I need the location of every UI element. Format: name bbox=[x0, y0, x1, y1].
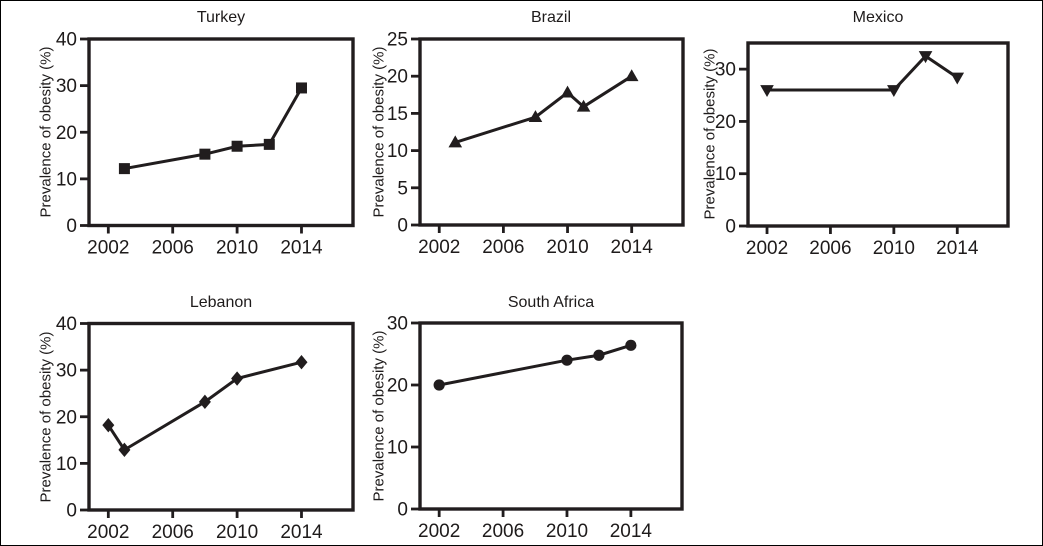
data-point bbox=[760, 85, 774, 98]
x-tick-label: 2014 bbox=[280, 522, 323, 543]
x-tick-label: 2006 bbox=[152, 238, 194, 259]
y-tick-label: 5 bbox=[397, 178, 408, 199]
y-tick-label: 20 bbox=[56, 407, 77, 428]
data-point bbox=[102, 417, 115, 433]
data-line bbox=[124, 87, 303, 171]
y-tick-label: 10 bbox=[387, 438, 408, 459]
x-tick-label: 2010 bbox=[546, 521, 588, 542]
data-point bbox=[528, 110, 543, 123]
y-tick-label: 20 bbox=[387, 376, 408, 397]
x-tick-label: 2010 bbox=[546, 237, 588, 258]
chart-title-south-africa: South Africa bbox=[507, 294, 595, 311]
data-point bbox=[263, 138, 275, 150]
y-tick-label: 0 bbox=[66, 216, 77, 237]
y-tick-label: 20 bbox=[715, 112, 736, 133]
data-point bbox=[295, 354, 308, 370]
y-tick-label: 0 bbox=[66, 501, 77, 522]
x-tick-label: 2006 bbox=[809, 238, 851, 259]
data-point bbox=[118, 442, 131, 458]
plot-frame bbox=[418, 321, 684, 511]
x-tick-label: 2006 bbox=[152, 522, 194, 543]
chart-turkey: 0 10 20 30 40 2002 2006 2010 2014 bbox=[56, 30, 355, 259]
y-tick-label: 10 bbox=[56, 454, 77, 475]
x-tick-label: 2002 bbox=[418, 521, 460, 542]
data-point bbox=[576, 99, 591, 112]
x-tick-label: 2014 bbox=[936, 238, 979, 259]
y-axis-label-mexico: Prevalence of obesity (%) bbox=[701, 48, 719, 220]
data-point bbox=[918, 51, 933, 64]
x-tick-label: 2002 bbox=[418, 237, 460, 258]
chart-title-turkey: Turkey bbox=[196, 9, 246, 26]
plot-frame bbox=[87, 37, 355, 228]
data-point bbox=[231, 371, 244, 386]
y-tick-label: 30 bbox=[56, 361, 77, 382]
chart-title-lebanon: Lebanon bbox=[189, 294, 253, 311]
y-tick-label: 20 bbox=[387, 67, 408, 88]
data-point bbox=[118, 163, 130, 175]
y-tick-label: 10 bbox=[387, 141, 408, 162]
data-point bbox=[624, 69, 639, 82]
y-tick-label: 0 bbox=[397, 500, 408, 521]
x-tick-label: 2006 bbox=[482, 237, 524, 258]
x-tick-label: 2002 bbox=[87, 238, 129, 259]
x-tick-label: 2010 bbox=[216, 522, 258, 543]
chart-mexico: 0 10 20 30 2002 2006 2010 2014 bbox=[715, 41, 1010, 259]
chart-title-brazil: Brazil bbox=[530, 9, 572, 26]
x-tick-label: 2006 bbox=[482, 521, 524, 542]
y-tick-label: 30 bbox=[56, 76, 77, 97]
chart-lebanon: 0 10 20 30 40 2002 2006 2010 2014 bbox=[56, 314, 355, 543]
data-point bbox=[560, 85, 575, 98]
x-tick-label: 2002 bbox=[746, 238, 788, 259]
y-tick-label: 10 bbox=[715, 164, 736, 185]
chart-brazil: 0 5 10 15 20 25 2002 2006 2010 2014 bbox=[387, 30, 685, 258]
y-axis-label-south-africa: Prevalence of obesity (%) bbox=[370, 330, 388, 502]
y-axis-label-turkey: Prevalence of obesity (%) bbox=[37, 46, 55, 218]
x-tick-label: 2014 bbox=[611, 237, 654, 258]
data-point bbox=[593, 349, 605, 361]
data-point bbox=[231, 140, 243, 152]
data-point bbox=[950, 72, 965, 85]
y-tick-label: 25 bbox=[387, 30, 408, 51]
data-point bbox=[887, 85, 901, 98]
plot-frame bbox=[87, 321, 355, 512]
data-point bbox=[448, 135, 463, 148]
y-tick-label: 40 bbox=[56, 314, 77, 335]
y-tick-label: 40 bbox=[56, 30, 77, 51]
y-tick-label: 20 bbox=[56, 123, 77, 144]
plot-frame bbox=[746, 41, 1010, 228]
y-axis-label-brazil: Prevalence of obesity (%) bbox=[370, 46, 388, 218]
data-point bbox=[198, 394, 211, 410]
y-tick-label: 0 bbox=[397, 216, 408, 237]
chart-title-mexico: Mexico bbox=[852, 9, 904, 26]
data-point bbox=[199, 148, 211, 160]
data-line bbox=[767, 54, 959, 92]
plot-frame bbox=[418, 37, 685, 227]
x-tick-label: 2010 bbox=[216, 238, 258, 259]
x-tick-label: 2010 bbox=[873, 238, 915, 259]
data-point bbox=[433, 379, 445, 391]
data-point bbox=[625, 339, 637, 351]
y-tick-label: 15 bbox=[387, 104, 408, 125]
data-point bbox=[561, 354, 573, 366]
y-tick-label: 30 bbox=[387, 314, 408, 335]
y-tick-label: 10 bbox=[56, 169, 77, 190]
y-tick-label: 0 bbox=[725, 217, 736, 238]
x-tick-label: 2014 bbox=[280, 238, 323, 259]
x-tick-label: 2014 bbox=[610, 521, 653, 542]
y-tick-label: 30 bbox=[715, 60, 736, 81]
data-line bbox=[438, 343, 632, 387]
data-line bbox=[454, 74, 633, 144]
x-tick-label: 2002 bbox=[87, 522, 129, 543]
data-point bbox=[295, 82, 307, 94]
chart-south_africa: 0 10 20 30 2002 2006 2010 2014 bbox=[387, 314, 684, 542]
y-axis-label-lebanon: Prevalence of obesity (%) bbox=[37, 331, 55, 503]
